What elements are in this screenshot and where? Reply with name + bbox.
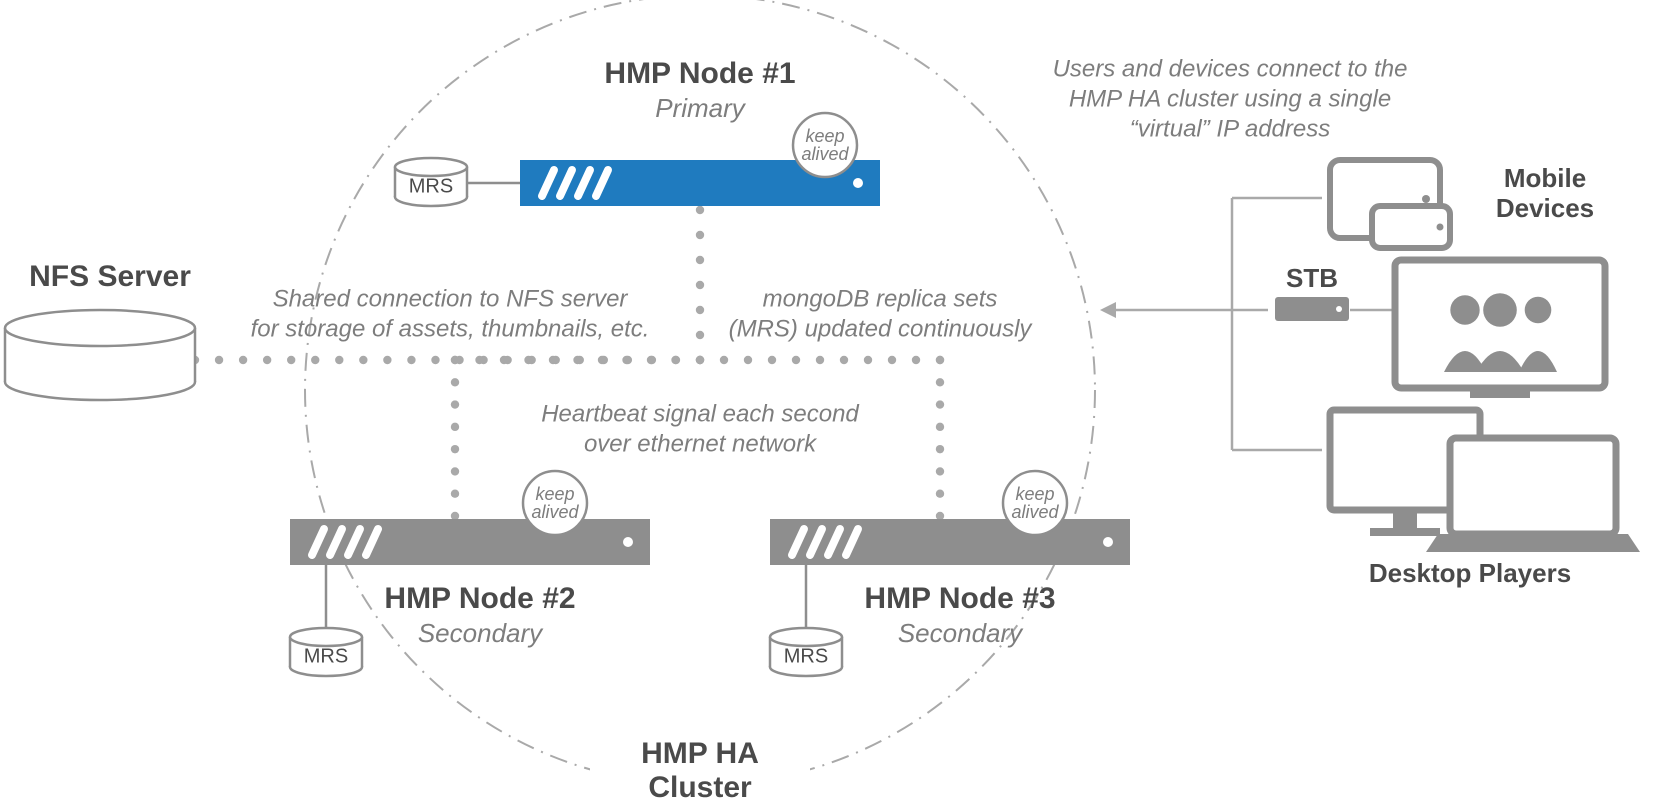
link-dot (840, 356, 848, 364)
link-dot (475, 356, 483, 364)
link-dot (215, 356, 223, 364)
link-dot (287, 356, 295, 364)
annotation-vip_note: Users and devices connect to the (1053, 55, 1408, 82)
tv-person (1519, 297, 1557, 372)
keepalived-label: keep (1015, 484, 1054, 504)
mrs-label: MRS (304, 645, 348, 667)
link-dot (451, 445, 459, 453)
link-dot (696, 306, 704, 314)
cylinder (5, 310, 195, 400)
link-dot (524, 356, 532, 364)
link-dot (573, 356, 581, 364)
link-dot (335, 356, 343, 364)
keepalived-label: keep (805, 126, 844, 146)
annotation-heartbeat_note: over ethernet network (584, 430, 818, 457)
annotation-mrs_note: (MRS) updated continuously (729, 315, 1034, 342)
link-dot (936, 356, 944, 364)
link-dot (239, 356, 247, 364)
link-dot (696, 231, 704, 239)
link-dot (888, 356, 896, 364)
link-dot (912, 356, 920, 364)
link-dot (768, 356, 776, 364)
link-dot (500, 356, 508, 364)
link-dot (936, 467, 944, 475)
stb-label: STB (1286, 263, 1338, 293)
link-dot (647, 356, 655, 364)
tv-person (1476, 293, 1524, 372)
annotation-vip_note: “virtual” IP address (1130, 115, 1331, 142)
node-title: HMP Node #1 (604, 57, 795, 90)
node-role: Primary (655, 93, 747, 123)
node-title: HMP Node #2 (384, 582, 575, 615)
link-dot (696, 256, 704, 264)
link-dot (451, 356, 459, 364)
keepalived-label: alived (1011, 502, 1059, 522)
link-dot (598, 356, 606, 364)
annotation-mrs_note: mongoDB replica sets (763, 285, 998, 312)
vip-arrow-head (1100, 302, 1116, 318)
node-role: Secondary (898, 618, 1024, 648)
link-dot (696, 356, 704, 364)
link-dot (936, 378, 944, 386)
link-dot (696, 331, 704, 339)
keepalived-label: alived (531, 502, 579, 522)
cluster-label: HMP HA (641, 737, 759, 770)
annotation-heartbeat_note: Heartbeat signal each second (541, 400, 859, 427)
mrs-label: MRS (409, 175, 453, 197)
link-dot (936, 490, 944, 498)
link-dot (696, 206, 704, 214)
link-dot (936, 512, 944, 520)
mobile-label: Devices (1496, 193, 1594, 223)
mobile-devices-icon (1330, 160, 1450, 248)
link-dot (359, 356, 367, 364)
mrs-label: MRS (784, 645, 828, 667)
link-dot (792, 356, 800, 364)
link-dot (549, 356, 557, 364)
link-dot (744, 356, 752, 364)
link-dot (622, 356, 630, 364)
link-dot (816, 356, 824, 364)
link-dot (451, 378, 459, 386)
tv-person (1444, 295, 1486, 372)
server-led (853, 178, 863, 188)
server-led (1103, 537, 1113, 547)
diagram-root: NFS ServerHMP Node #1PrimarykeepalivedMR… (0, 0, 1664, 810)
tv-icon (1395, 260, 1605, 398)
link-dot (383, 356, 391, 364)
mobile-label: Mobile (1504, 163, 1586, 193)
node-title: HMP Node #3 (864, 582, 1055, 615)
desktop-label: Desktop Players (1369, 558, 1571, 588)
nfs-label: NFS Server (29, 260, 191, 293)
cluster-label: Cluster (648, 771, 752, 804)
annotation-nfs_note: for storage of assets, thumbnails, etc. (251, 315, 650, 342)
link-dot (936, 445, 944, 453)
link-dot (864, 356, 872, 364)
link-dot (936, 423, 944, 431)
link-dot (671, 356, 679, 364)
link-dot (696, 281, 704, 289)
link-dot (451, 423, 459, 431)
link-dot (451, 400, 459, 408)
link-dot (451, 467, 459, 475)
annotation-nfs_note: Shared connection to NFS server (273, 285, 629, 312)
annotation-vip_note: HMP HA cluster using a single (1069, 85, 1391, 112)
node-role: Secondary (418, 618, 544, 648)
keepalived-label: alived (801, 144, 849, 164)
link-dot (407, 356, 415, 364)
link-dot (451, 490, 459, 498)
link-dot (311, 356, 319, 364)
link-dot (451, 512, 459, 520)
link-dot (720, 356, 728, 364)
link-dot (263, 356, 271, 364)
link-dot (431, 356, 439, 364)
link-dot (936, 400, 944, 408)
desktop-players-icon (1330, 410, 1640, 552)
diagram-svg: NFS ServerHMP Node #1PrimarykeepalivedMR… (0, 0, 1664, 810)
keepalived-label: keep (535, 484, 574, 504)
server-led (623, 537, 633, 547)
